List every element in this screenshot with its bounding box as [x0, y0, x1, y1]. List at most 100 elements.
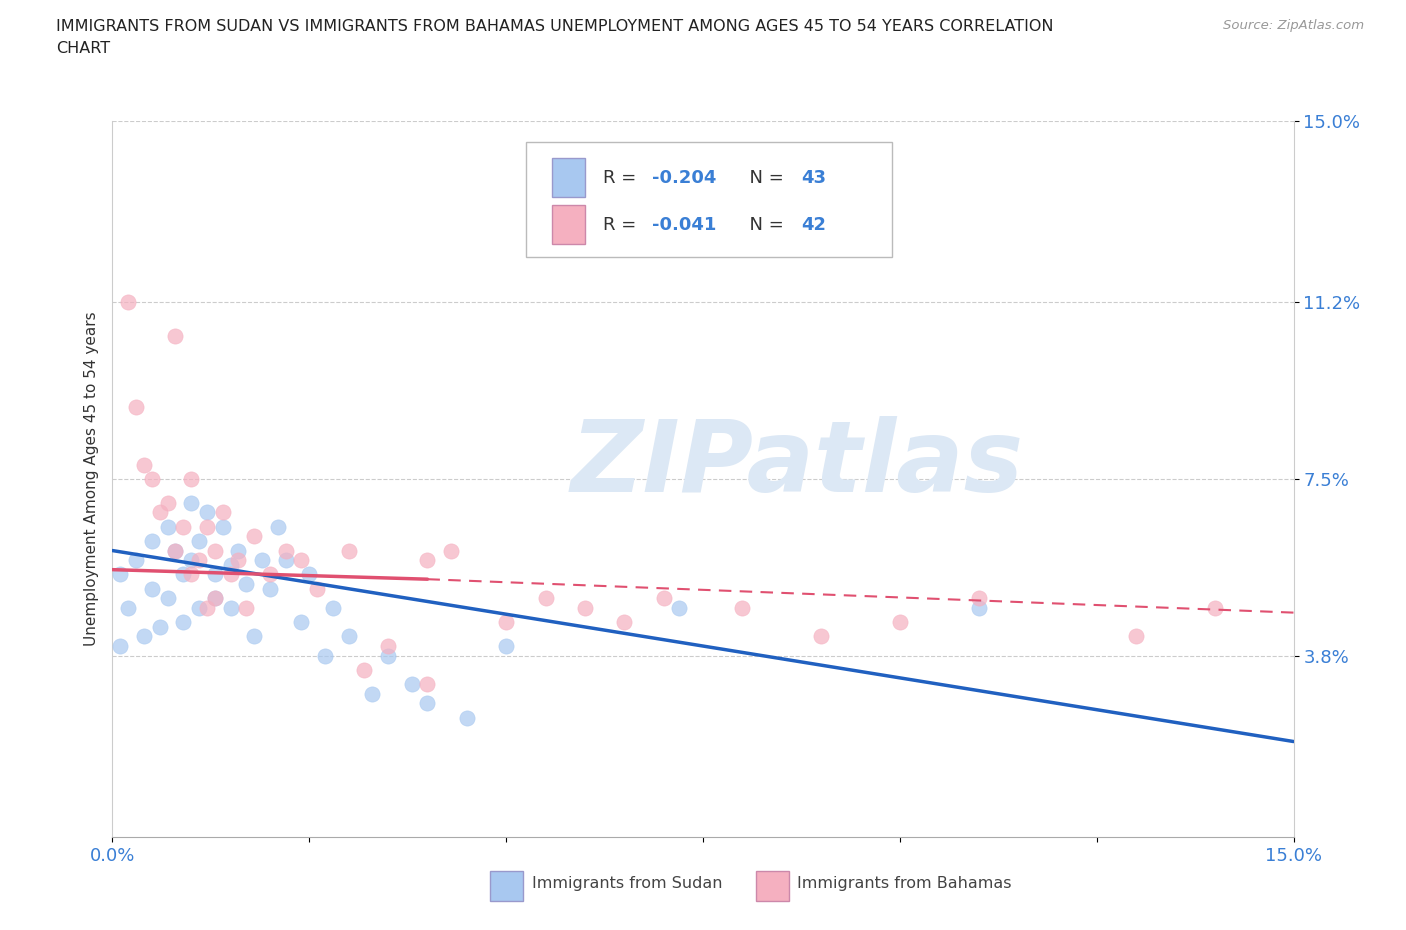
Point — [204, 591, 226, 605]
Point — [353, 662, 375, 677]
Point — [361, 686, 384, 701]
Point — [211, 519, 233, 534]
Point — [534, 591, 557, 605]
Point — [188, 534, 211, 549]
Point — [156, 496, 179, 511]
Point — [440, 543, 463, 558]
Point — [668, 601, 690, 616]
Point — [228, 552, 250, 567]
Text: ZIPatlas: ZIPatlas — [571, 416, 1024, 513]
Point — [416, 552, 439, 567]
Point — [243, 529, 266, 544]
Text: R =: R = — [603, 216, 641, 233]
Point — [495, 615, 517, 630]
Point — [195, 505, 218, 520]
Text: R =: R = — [603, 168, 641, 187]
Point — [204, 567, 226, 582]
Point — [322, 601, 344, 616]
Point — [574, 601, 596, 616]
Point — [274, 552, 297, 567]
Point — [172, 519, 194, 534]
FancyBboxPatch shape — [551, 205, 585, 245]
Y-axis label: Unemployment Among Ages 45 to 54 years: Unemployment Among Ages 45 to 54 years — [83, 312, 98, 646]
Point — [337, 543, 360, 558]
Point — [204, 543, 226, 558]
Point — [456, 711, 478, 725]
Point — [125, 400, 148, 415]
Text: IMMIGRANTS FROM SUDAN VS IMMIGRANTS FROM BAHAMAS UNEMPLOYMENT AMONG AGES 45 TO 5: IMMIGRANTS FROM SUDAN VS IMMIGRANTS FROM… — [56, 19, 1053, 56]
Point — [290, 615, 312, 630]
Point — [117, 601, 139, 616]
Text: Immigrants from Bahamas: Immigrants from Bahamas — [797, 876, 1012, 891]
FancyBboxPatch shape — [756, 871, 789, 901]
Text: N =: N = — [738, 216, 790, 233]
FancyBboxPatch shape — [526, 142, 891, 257]
Point — [243, 629, 266, 644]
Text: -0.041: -0.041 — [652, 216, 717, 233]
Point — [165, 328, 187, 343]
Point — [613, 615, 636, 630]
Text: -0.204: -0.204 — [652, 168, 717, 187]
Point — [141, 581, 163, 596]
Point — [731, 601, 754, 616]
Point — [298, 567, 321, 582]
Point — [132, 629, 155, 644]
Point — [219, 601, 242, 616]
Point — [228, 543, 250, 558]
Point — [180, 552, 202, 567]
Point — [377, 648, 399, 663]
Point — [967, 601, 990, 616]
Point — [967, 591, 990, 605]
Point — [416, 677, 439, 692]
Point — [172, 615, 194, 630]
Point — [267, 519, 290, 534]
Point — [204, 591, 226, 605]
Point — [259, 567, 281, 582]
Point — [180, 567, 202, 582]
Point — [314, 648, 336, 663]
Point — [1125, 629, 1147, 644]
Point — [235, 577, 257, 591]
Point — [180, 472, 202, 486]
Point — [188, 601, 211, 616]
Point — [141, 472, 163, 486]
Point — [810, 629, 832, 644]
Point — [377, 639, 399, 654]
Point — [195, 519, 218, 534]
Point — [219, 567, 242, 582]
Text: 42: 42 — [801, 216, 827, 233]
Point — [219, 557, 242, 572]
Text: Immigrants from Sudan: Immigrants from Sudan — [531, 876, 723, 891]
Point — [172, 567, 194, 582]
Point — [125, 552, 148, 567]
Point — [132, 458, 155, 472]
Point — [652, 591, 675, 605]
FancyBboxPatch shape — [491, 871, 523, 901]
Text: 43: 43 — [801, 168, 827, 187]
Point — [156, 519, 179, 534]
Point — [337, 629, 360, 644]
Point — [149, 619, 172, 634]
Point — [188, 552, 211, 567]
Point — [180, 496, 202, 511]
Point — [290, 552, 312, 567]
Point — [110, 567, 132, 582]
Text: N =: N = — [738, 168, 790, 187]
Point — [117, 295, 139, 310]
Point — [1204, 601, 1226, 616]
Point — [889, 615, 911, 630]
Point — [211, 505, 233, 520]
Point — [195, 601, 218, 616]
Point — [307, 581, 329, 596]
Text: Source: ZipAtlas.com: Source: ZipAtlas.com — [1223, 19, 1364, 32]
Point — [250, 552, 273, 567]
Point — [165, 543, 187, 558]
Point — [274, 543, 297, 558]
Point — [110, 639, 132, 654]
FancyBboxPatch shape — [551, 158, 585, 197]
Point — [401, 677, 423, 692]
Point — [156, 591, 179, 605]
Point — [235, 601, 257, 616]
Point — [149, 505, 172, 520]
Point — [259, 581, 281, 596]
